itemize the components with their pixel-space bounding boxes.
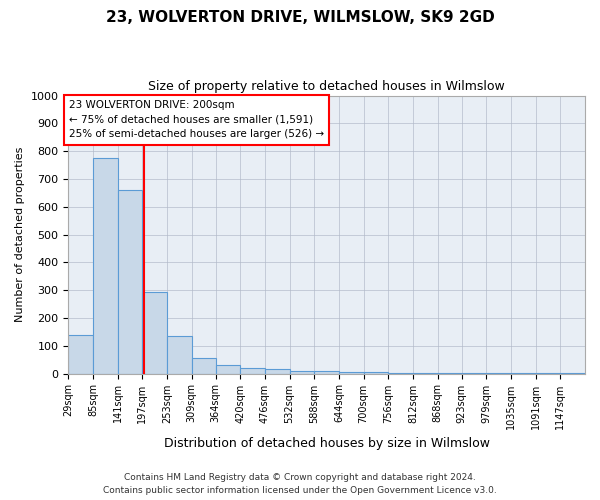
Bar (167, 336, 191, 374)
Bar (241, 368, 265, 374)
Bar (191, 358, 216, 374)
Bar (462, 373, 487, 374)
Bar (142, 292, 167, 374)
Bar (314, 372, 339, 374)
Bar (265, 370, 290, 374)
Bar (437, 372, 462, 374)
Text: 23, WOLVERTON DRIVE, WILMSLOW, SK9 2GD: 23, WOLVERTON DRIVE, WILMSLOW, SK9 2GD (106, 10, 494, 25)
Bar (511, 373, 536, 374)
Bar (290, 371, 314, 374)
Text: 23 WOLVERTON DRIVE: 200sqm
← 75% of detached houses are smaller (1,591)
25% of s: 23 WOLVERTON DRIVE: 200sqm ← 75% of deta… (69, 100, 324, 140)
Bar (68, 334, 93, 374)
Text: Contains HM Land Registry data © Crown copyright and database right 2024.
Contai: Contains HM Land Registry data © Crown c… (103, 474, 497, 495)
Title: Size of property relative to detached houses in Wilmslow: Size of property relative to detached ho… (148, 80, 505, 93)
Bar (93, 158, 118, 374)
Bar (216, 365, 241, 374)
X-axis label: Distribution of detached houses by size in Wilmslow: Distribution of detached houses by size … (164, 437, 490, 450)
Bar (339, 372, 364, 374)
Bar (118, 190, 142, 374)
Bar (413, 372, 437, 374)
Bar (388, 372, 413, 374)
Bar (364, 372, 388, 374)
Bar (487, 373, 511, 374)
Y-axis label: Number of detached properties: Number of detached properties (15, 147, 25, 322)
